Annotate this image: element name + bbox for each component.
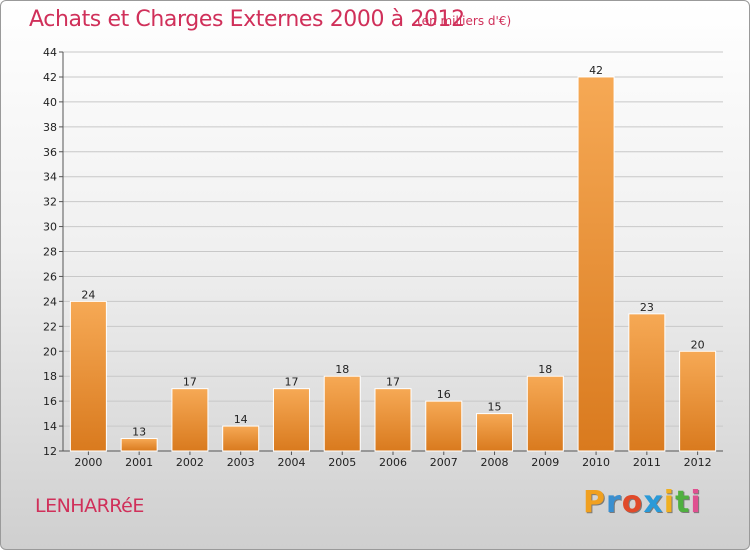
logo-letter: i bbox=[690, 485, 702, 520]
y-tick-label: 26 bbox=[43, 270, 57, 283]
bar-2009 bbox=[526, 375, 564, 452]
proxiti-logo: Proxiti bbox=[583, 485, 702, 520]
data-label-2001: 13 bbox=[132, 426, 146, 439]
data-label-2007: 16 bbox=[437, 388, 451, 401]
data-label-2005: 18 bbox=[335, 363, 349, 376]
logo-letter: t bbox=[675, 485, 691, 520]
y-tick-label: 14 bbox=[43, 420, 57, 433]
x-tick-label-2007: 2007 bbox=[430, 456, 458, 469]
y-tick-label: 40 bbox=[43, 96, 57, 109]
x-tick-label-2011: 2011 bbox=[633, 456, 661, 469]
x-tick-label-2001: 2001 bbox=[125, 456, 153, 469]
bar-2012 bbox=[679, 350, 717, 452]
bar-2007 bbox=[425, 400, 463, 452]
data-labels: 24 13 17 14 17 18 17 16 15 18 42 23 20 bbox=[81, 64, 704, 439]
logo-letter: i bbox=[663, 485, 676, 520]
chart-title: Achats et Charges Externes 2000 à 2012 bbox=[29, 7, 465, 32]
bar-2003 bbox=[222, 425, 260, 452]
bars bbox=[69, 76, 717, 452]
axes: 12 14 16 18 20 22 24 26 28 30 32 34 36 38 40 42 44 2000 20… bbox=[43, 46, 723, 469]
bar-2006 bbox=[374, 388, 412, 452]
y-tick-label: 28 bbox=[43, 246, 57, 259]
y-tick-label: 42 bbox=[43, 71, 57, 84]
grid-lines bbox=[63, 51, 723, 427]
x-tick-label-2004: 2004 bbox=[277, 456, 305, 469]
data-label-2011: 23 bbox=[640, 301, 654, 314]
chart-subtitle: (en milliers d'€) bbox=[417, 14, 512, 28]
x-tick-label-2000: 2000 bbox=[74, 456, 102, 469]
y-tick-label: 44 bbox=[43, 46, 57, 59]
logo-letter: o bbox=[621, 485, 644, 520]
y-tick-label: 18 bbox=[43, 370, 57, 383]
logo-letter: r bbox=[606, 485, 622, 520]
bar-2000 bbox=[69, 300, 107, 452]
data-label-2009: 18 bbox=[538, 363, 552, 376]
x-tick-label-2005: 2005 bbox=[328, 456, 356, 469]
x-tick-label-2012: 2012 bbox=[684, 456, 712, 469]
bar-2008 bbox=[476, 413, 514, 452]
y-tick-label: 34 bbox=[43, 171, 57, 184]
y-tick-label: 22 bbox=[43, 320, 57, 333]
x-tick-label-2010: 2010 bbox=[582, 456, 610, 469]
bar-2005 bbox=[323, 375, 361, 452]
x-tick-label-2006: 2006 bbox=[379, 456, 407, 469]
data-label-2012: 20 bbox=[691, 338, 705, 351]
data-label-2000: 24 bbox=[81, 288, 95, 301]
data-label-2002: 17 bbox=[183, 376, 197, 389]
y-tick-label: 36 bbox=[43, 146, 57, 159]
y-tick-label: 32 bbox=[43, 196, 57, 209]
bar-2001 bbox=[120, 438, 158, 452]
logo-letter: P bbox=[583, 485, 606, 520]
bar-2010 bbox=[577, 76, 615, 452]
logo-letter: x bbox=[643, 485, 664, 520]
bar-2011 bbox=[628, 313, 666, 452]
y-tick-label: 30 bbox=[43, 221, 57, 234]
y-tick-label: 24 bbox=[43, 295, 57, 308]
bar-2004 bbox=[272, 388, 310, 452]
y-tick-label: 38 bbox=[43, 121, 57, 134]
x-tick-label-2009: 2009 bbox=[531, 456, 559, 469]
y-tick-label: 16 bbox=[43, 395, 57, 408]
data-label-2008: 15 bbox=[488, 401, 502, 414]
x-tick-label-2002: 2002 bbox=[176, 456, 204, 469]
y-tick-label: 20 bbox=[43, 345, 57, 358]
y-tick-label: 12 bbox=[43, 445, 57, 458]
data-label-2004: 17 bbox=[284, 376, 298, 389]
bar-2002 bbox=[171, 388, 209, 452]
commune-name: LENHARRéE bbox=[35, 495, 144, 517]
x-tick-label-2003: 2003 bbox=[227, 456, 255, 469]
data-label-2010: 42 bbox=[589, 64, 603, 77]
data-label-2006: 17 bbox=[386, 376, 400, 389]
x-tick-label-2008: 2008 bbox=[481, 456, 509, 469]
data-label-2003: 14 bbox=[234, 413, 248, 426]
